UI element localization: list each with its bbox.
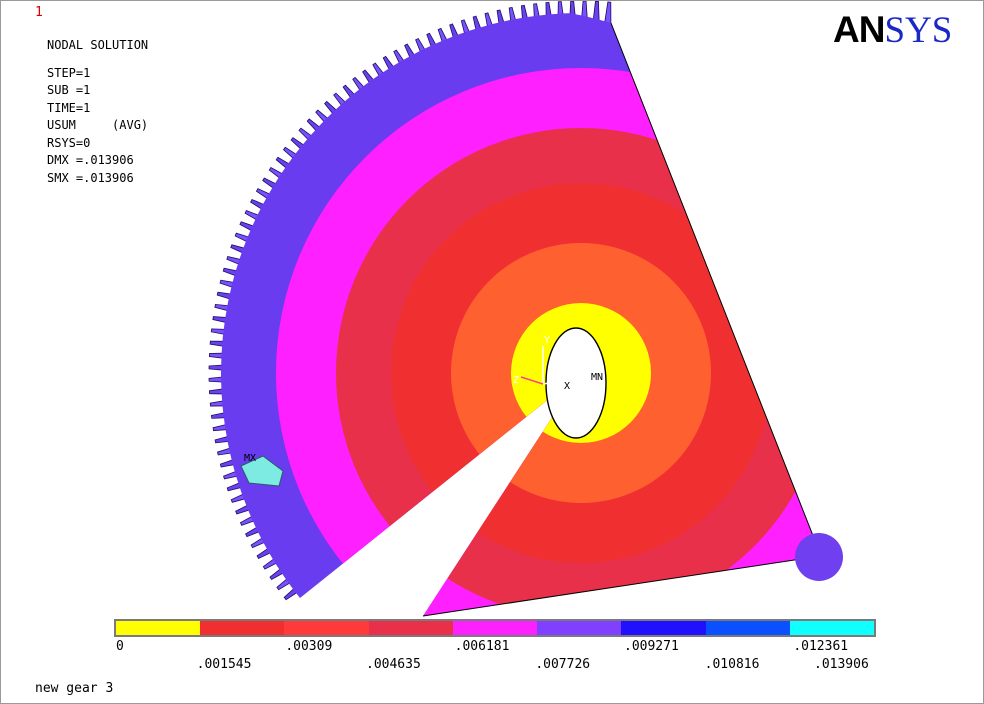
legend-tick-top-2: .006181 [454, 639, 510, 654]
info-sub: SUB =1 [47, 83, 91, 97]
legend-tick-bottom-3: .010816 [704, 657, 760, 672]
min-marker: MN [591, 372, 603, 383]
legend-tick-bottom-2: .007726 [535, 657, 591, 672]
legend-swatch-8 [789, 621, 874, 635]
info-smx: SMX =.013906 [47, 170, 134, 185]
legend-color-bar [114, 619, 876, 637]
legend-swatch-3 [368, 621, 453, 635]
corner-fillet [795, 533, 843, 581]
axis-y-label: Y [544, 335, 550, 346]
info-time: TIME=1 [47, 100, 91, 115]
logo-part-sys: SYS [884, 10, 953, 51]
legend-tick-top-0: 0 [116, 639, 124, 654]
legend-swatch-5 [537, 621, 622, 635]
axis-z-label: Z [513, 375, 519, 386]
axis-x-label: X [564, 381, 570, 392]
legend-tick-bottom-1: .004635 [366, 657, 421, 672]
solution-info: NODAL SOLUTION STEP=1 SUB =1 TIME=1 USUM… [47, 37, 148, 187]
gear-tooth [604, 1, 612, 25]
legend-tick-top-1: .00309 [285, 639, 333, 654]
legend-swatch-4 [452, 621, 538, 635]
legend-swatch-7 [705, 621, 790, 635]
legend-swatch-6 [621, 621, 706, 635]
logo-part-an: AN [833, 9, 885, 50]
info-usum: USUM (AVG) [47, 118, 149, 132]
info-rsys: RSYS=0 [47, 135, 91, 150]
info-dmx: DMX =.013906 [47, 153, 134, 167]
window-number: 1 [35, 5, 43, 20]
max-highlight [240, 455, 284, 487]
legend-swatch-0 [116, 621, 201, 635]
axis-x-line [542, 378, 574, 385]
legend-swatch-1 [200, 621, 285, 635]
axis-triad: Y X Z [513, 335, 574, 392]
solution-title: NODAL SOLUTION [47, 38, 149, 52]
legend-tick-bottom-4: .013906 [814, 657, 869, 672]
max-marker: MX [244, 453, 256, 464]
legend-swatch-2 [284, 621, 369, 635]
axis-z-line [520, 376, 544, 385]
info-step: STEP=1 [47, 65, 91, 80]
legend-tick-top-3: .009271 [624, 639, 679, 654]
ansys-logo: ANSYS [833, 9, 952, 52]
shaft-hole [545, 327, 607, 439]
legend-tick-bottom-0: .001545 [196, 657, 252, 672]
plot-caption: new gear 3 [35, 681, 114, 696]
legend-tick-top-4: .012361 [793, 639, 849, 654]
